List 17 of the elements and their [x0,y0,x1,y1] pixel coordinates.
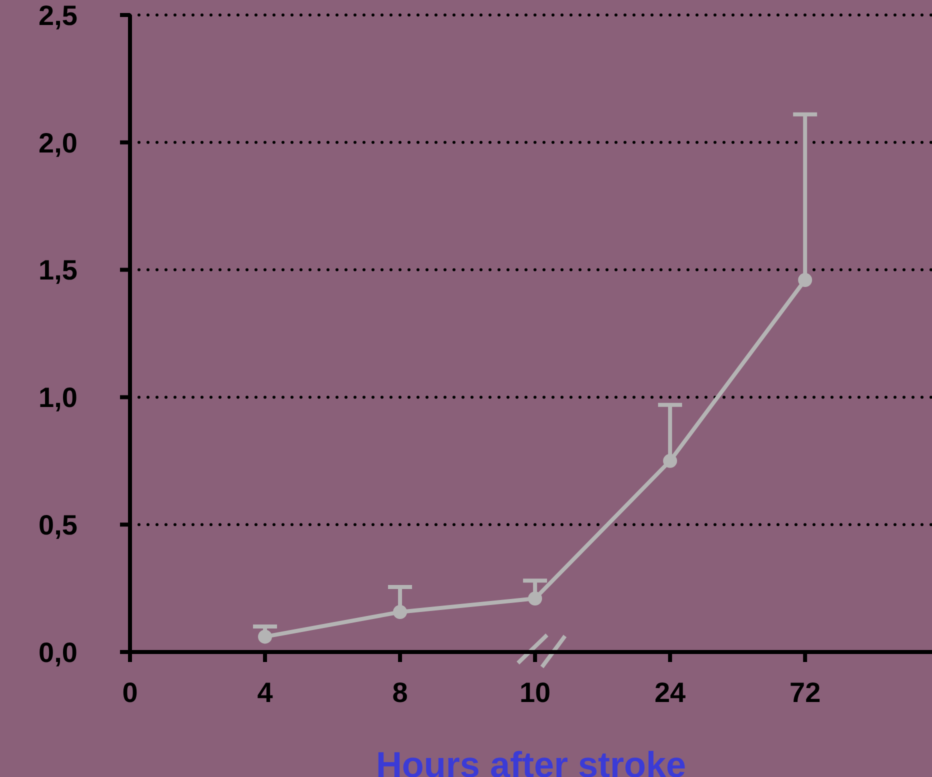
x-tick-label: 0 [122,676,138,708]
x-tick-label: 72 [790,676,821,708]
x-tick-label: 8 [392,676,408,708]
x-tick-label: 4 [257,676,274,708]
point [663,454,678,468]
point [798,272,812,287]
point [258,630,272,644]
x-tick-label: 24 [654,676,686,708]
y-tick-label: 2,0 [38,127,78,158]
point [393,604,408,619]
point [528,591,542,606]
y-tick-label: 1,0 [38,382,78,414]
y-tick-label: 0,5 [38,510,78,541]
y-tick-label: 0,0 [38,636,78,668]
x-tick-label: 10 [519,676,551,708]
y-tick-label: 1,5 [38,254,78,286]
y-tick-label: 2,5 [38,0,78,31]
